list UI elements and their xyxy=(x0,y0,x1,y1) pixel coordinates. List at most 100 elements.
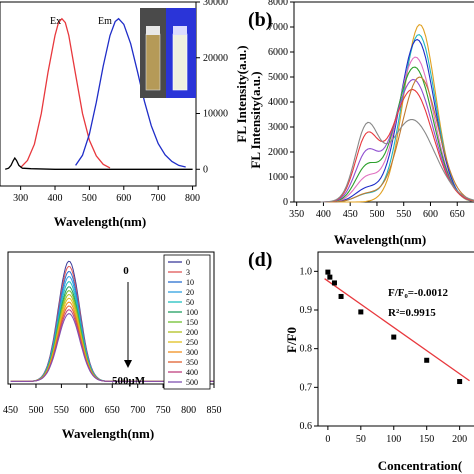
panel-a-x-tick-label: 700 xyxy=(151,193,166,204)
fit-equation: F/F₀=-0.0012 xyxy=(388,287,448,299)
panel-c-x-label: Wavelength(nm) xyxy=(62,426,154,441)
panel-d-x-tick-label: 200 xyxy=(452,434,467,445)
panel-a-x-label: Wavelength(nm) xyxy=(54,214,146,229)
panel-a-x-tick-label: 600 xyxy=(116,193,131,204)
fit-r-squared: R²=0.9915 xyxy=(388,307,436,319)
panel-c-x-tick-label: 450 xyxy=(3,405,18,416)
legend-entry: 200 xyxy=(186,328,198,337)
panel-b-x-tick-label: 400 xyxy=(316,209,331,220)
panel-a-y-tick-label: 0 xyxy=(203,164,208,175)
panel-b-y-ticks: 0 1000 2000 3000 4000 5000 6000 7000 8000 xyxy=(268,0,294,208)
panel-d-x-label: Concentration( xyxy=(378,458,463,473)
panel-b-y-tick-label: 4000 xyxy=(268,97,288,108)
panel-d-points xyxy=(325,269,463,385)
panel-a-y-tick-label: 20000 xyxy=(203,53,228,64)
legend-entry: 20 xyxy=(186,288,194,297)
panel-a-lines xyxy=(4,17,193,170)
panel-b-series-6 xyxy=(320,88,474,203)
panel-a-x-tick-label: 800 xyxy=(185,193,200,204)
panel-b-series-7 xyxy=(320,76,474,203)
legend-entry: 500 xyxy=(186,378,198,387)
panel-d-y-tick-label: 0.9 xyxy=(300,305,313,316)
panel-a-series-ex xyxy=(20,17,111,169)
panel-c-x-tick-label: 700 xyxy=(130,405,145,416)
panel-b-x-label: Wavelength(nm) xyxy=(334,232,426,247)
panel-b-x-tick-label: 500 xyxy=(369,209,384,220)
panel-b-y-tick-label: 0 xyxy=(283,197,288,208)
panel-c-x-tick-label: 800 xyxy=(181,405,196,416)
panel-c-x-ticks: 450 500 550 600 650 700 750 800 850 xyxy=(3,384,222,416)
panel-d-y-ticks: 0.6 0.7 0.8 0.9 1.0 xyxy=(300,266,318,432)
panel-b: (b) 0 1000 2000 3000 4000 5000 6000 7000 8000 35… xyxy=(248,0,474,247)
legend-entry: 50 xyxy=(186,298,194,307)
legend-entry: 0 xyxy=(186,258,190,267)
panel-b-lines xyxy=(320,23,474,203)
legend-entry: 10 xyxy=(186,278,194,287)
panel-b-y-tick-label: 7000 xyxy=(268,22,288,33)
legend-entry: 3 xyxy=(186,268,190,277)
panel-d-x-tick-label: 100 xyxy=(386,434,401,445)
panel-d: (d) 0.6 0.7 0.8 0.9 1.0 0 50 100 150 200 F/F₀=-0… xyxy=(248,249,474,473)
panel-a: 0 10000 20000 30000 300 400 500 600 700 800 Ex E… xyxy=(0,0,249,229)
panel-b-series-2 xyxy=(320,38,474,203)
panel-d-x-ticks: 0 50 100 150 200 xyxy=(325,426,467,445)
label-em: Em xyxy=(98,16,112,27)
panel-a-series-em xyxy=(75,17,186,168)
panel-a-y-tick-label: 10000 xyxy=(203,109,228,120)
panel-b-x-tick-label: 600 xyxy=(423,209,438,220)
vial-uv xyxy=(172,33,188,91)
panel-b-x-tick-label: 650 xyxy=(450,209,465,220)
panel-b-x-ticks: 350 400 450 500 550 600 650 xyxy=(289,202,465,220)
panel-c-x-tick-label: 750 xyxy=(156,405,171,416)
annotation-arrowhead xyxy=(124,360,132,368)
panel-c-x-tick-label: 600 xyxy=(79,405,94,416)
vial-daylight-cap xyxy=(146,26,160,35)
panel-b-x-tick-label: 450 xyxy=(343,209,358,220)
data-point xyxy=(325,269,331,275)
label-ex: Ex xyxy=(50,16,61,27)
legend-entry: 350 xyxy=(186,358,198,367)
panel-b-x-tick-label: 350 xyxy=(289,209,304,220)
panel-a-x-ticks: 300 400 500 600 700 800 xyxy=(13,186,200,204)
panel-b-y-label: FL Intensity(a.u.) xyxy=(248,71,263,168)
data-point xyxy=(391,334,397,340)
panel-d-x-tick-label: 0 xyxy=(325,434,330,445)
legend-entry: 250 xyxy=(186,338,198,347)
data-point xyxy=(331,280,337,286)
panel-a-x-tick-label: 300 xyxy=(13,193,28,204)
panel-c: 450 500 550 600 650 700 750 800 850 0 500μM 0310… xyxy=(3,251,222,441)
annotation-end: 500μM xyxy=(112,375,146,387)
panel-d-y-label: F/F0 xyxy=(284,327,299,353)
panel-d-y-tick-label: 0.6 xyxy=(300,421,313,432)
panel-d-x-tick-label: 150 xyxy=(419,434,434,445)
vial-photo xyxy=(140,8,196,98)
fit-line xyxy=(324,278,470,382)
panel-b-y-tick-label: 3000 xyxy=(268,122,288,133)
panel-label-b: (b) xyxy=(248,9,272,31)
panel-d-y-tick-label: 1.0 xyxy=(300,266,313,277)
panel-a-y-label: FL Intensity(a.u.) xyxy=(234,45,249,142)
panel-b-y-tick-label: 5000 xyxy=(268,72,288,83)
panel-c-x-tick-label: 550 xyxy=(54,405,69,416)
data-point xyxy=(327,274,333,280)
panel-label-d: (d) xyxy=(248,249,272,271)
panel-c-x-tick-label: 500 xyxy=(28,405,43,416)
panel-d-y-tick-label: 0.7 xyxy=(300,382,313,393)
legend-entry: 400 xyxy=(186,368,198,377)
panel-b-y-tick-label: 2000 xyxy=(268,147,288,158)
panel-a-y-ticks: 0 10000 20000 30000 xyxy=(196,0,228,175)
panel-a-y-tick-label: 30000 xyxy=(203,0,228,8)
legend-entry: 100 xyxy=(186,308,198,317)
vial-daylight xyxy=(145,33,161,91)
panel-c-frame xyxy=(7,251,215,385)
panel-a-x-tick-label: 500 xyxy=(82,193,97,204)
panel-b-x-tick-label: 550 xyxy=(396,209,411,220)
panel-a-x-tick-label: 400 xyxy=(48,193,63,204)
data-point xyxy=(358,309,364,315)
data-point xyxy=(457,379,463,385)
panel-b-y-tick-label: 1000 xyxy=(268,172,288,183)
panel-c-x-tick-label: 850 xyxy=(207,405,222,416)
panel-b-series-8 xyxy=(320,119,474,203)
